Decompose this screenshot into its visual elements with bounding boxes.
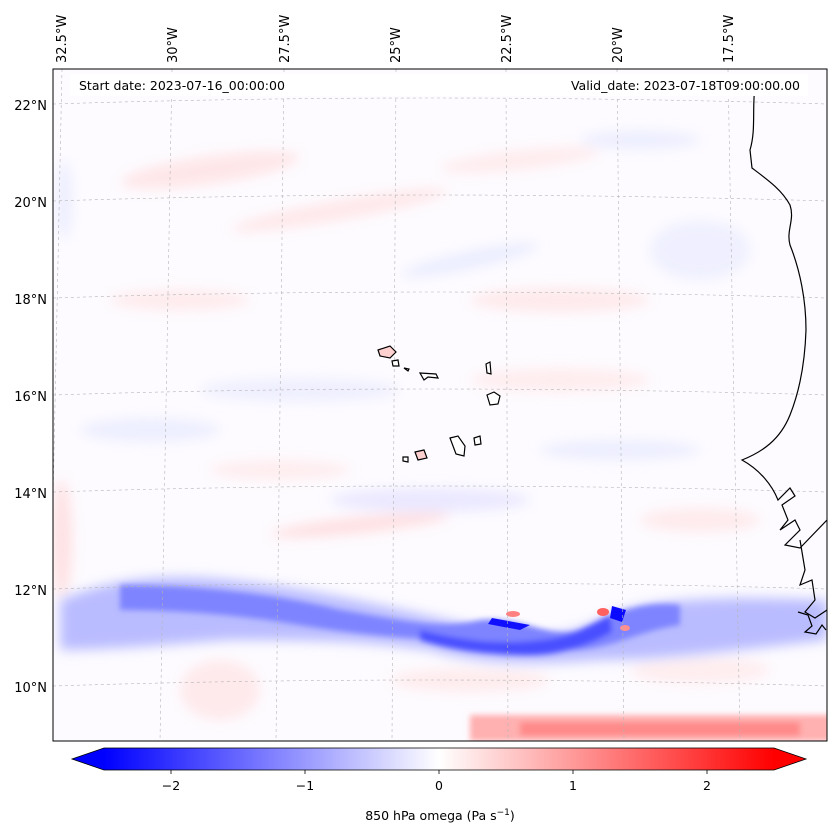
lon-label: 30°W [166, 27, 181, 63]
colorbar-tick-label: −1 [296, 778, 314, 793]
colorbar-tick-label: 2 [703, 778, 711, 793]
sao-nicolau-island [418, 372, 440, 381]
lat-label: 22°N [14, 99, 47, 114]
lon-label: 22.5°W [500, 15, 515, 63]
start-date-label: Start date: 2023-07-16_00:00:00 [79, 78, 285, 93]
graticule [53, 69, 827, 741]
colorbar-tick-label: −2 [162, 778, 180, 793]
lon-label: 27.5°W [278, 15, 293, 63]
colorbar-title-main: 850 hPa omega (Pa s [365, 808, 496, 823]
fogo-island [414, 449, 428, 461]
lat-label: 20°N [14, 196, 47, 211]
santo-antao-island [377, 345, 397, 359]
lon-label: 32.5°W [55, 15, 70, 63]
lon-label: 25°W [389, 27, 404, 63]
colorbar: −2 −1 0 1 2 850 hPa omega (Pa s−1) [70, 747, 808, 823]
colorbar-extend-min [72, 748, 104, 770]
brava-island [402, 456, 409, 463]
valid-date-label: Valid_date: 2023-07-18T09:00:00.00 [571, 78, 800, 93]
lat-label: 18°N [14, 293, 47, 308]
africa-coastline [740, 84, 827, 619]
colorbar-outline [70, 747, 808, 771]
colorbar-title-close: ) [510, 808, 515, 823]
date-banner [70, 74, 808, 96]
coastlines [740, 84, 827, 635]
sal-island [485, 361, 492, 375]
lat-label: 12°N [14, 584, 47, 599]
colorbar-title: 850 hPa omega (Pa s−1) [365, 808, 515, 823]
boa-vista-island [486, 391, 501, 406]
santiago-island [449, 435, 466, 457]
lat-label: 14°N [14, 487, 47, 502]
colorbar-gradient [104, 748, 774, 770]
colorbar-ticks: −2 −1 0 1 2 [162, 770, 711, 793]
map-frame [52, 68, 828, 742]
longitude-labels: 32.5°W 30°W 27.5°W 25°W 22.5°W 20°W 17.5… [55, 15, 737, 63]
sao-vicente-island [391, 359, 400, 367]
latitude-labels: 22°N 20°N 18°N 16°N 14°N 12°N 10°N [14, 99, 47, 696]
colorbar-title-sup: −1 [497, 808, 510, 818]
lat-label: 16°N [14, 390, 47, 405]
lat-label: 10°N [14, 681, 47, 696]
colorbar-tick-label: 0 [435, 778, 443, 793]
maio-island [473, 435, 482, 446]
colorbar-extend-max [774, 748, 806, 770]
colorbar-tick-label: 1 [569, 778, 577, 793]
map-area [53, 69, 827, 741]
lon-label: 17.5°W [722, 15, 737, 63]
cape-verde-islands [377, 345, 501, 463]
lon-label: 20°W [611, 27, 626, 63]
